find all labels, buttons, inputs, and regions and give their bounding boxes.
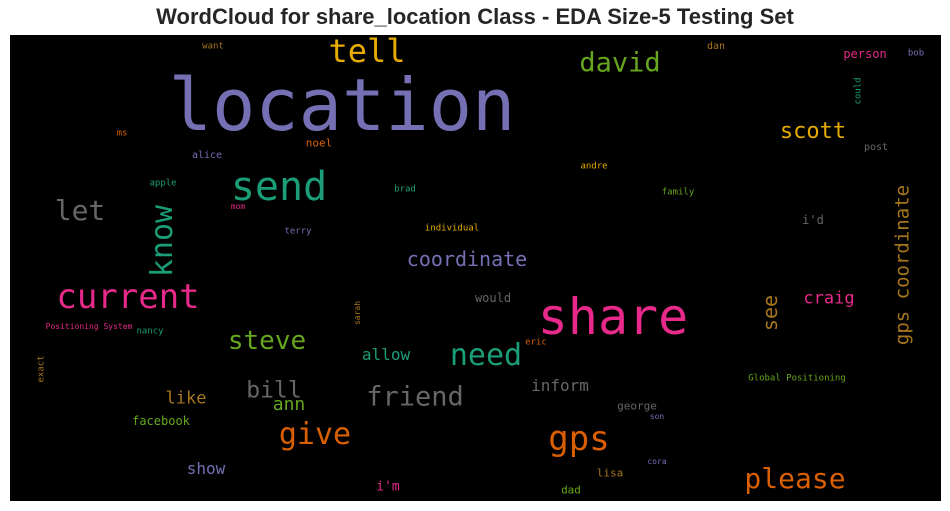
word-give: give (278, 417, 352, 452)
word-please: please (744, 462, 846, 495)
word-send: send (230, 164, 328, 210)
word-george: george (617, 399, 657, 413)
word-person: person (843, 47, 887, 61)
word-location: location (168, 63, 516, 147)
word-terry: terry (284, 226, 312, 237)
word-would: would (474, 291, 512, 305)
word-facebook: facebook (132, 414, 190, 428)
word-want: want (202, 41, 224, 52)
word-see: see (758, 294, 782, 332)
word-individual: individual (424, 223, 480, 234)
word-craig: craig (803, 288, 855, 309)
word-brad: brad (394, 184, 416, 195)
word-let: let (54, 194, 106, 227)
word-i-m: i'm (376, 479, 400, 495)
word-global-positioning: Global Positioning (748, 373, 846, 384)
wordcloud-canvas: location share send current gps tell need know d… (10, 35, 941, 501)
word-share: share (537, 288, 689, 346)
word-alice: alice (191, 150, 223, 161)
chart-title: WordCloud for share_location Class - EDA… (156, 4, 794, 29)
word-like: like (165, 388, 207, 409)
word-mom: mom (230, 202, 246, 211)
word-apple: apple (149, 178, 177, 189)
word-allow: allow (361, 345, 411, 364)
word-bob: bob (907, 48, 925, 59)
word-tell: tell (328, 35, 406, 70)
word-ms: ms (116, 128, 128, 139)
word-could: could (853, 77, 864, 105)
word-family: family (661, 187, 695, 198)
word-current: current (56, 277, 200, 317)
word-know: know (145, 204, 180, 278)
word-lisa: lisa (596, 466, 624, 480)
word-cora: cora (647, 457, 667, 466)
word-andre: andre (580, 161, 608, 172)
word-inform: inform (531, 376, 589, 395)
word-exact: exact (36, 355, 47, 383)
word-david: david (579, 47, 661, 79)
word-friend: friend (366, 381, 464, 413)
word-ann: ann (272, 394, 306, 415)
word-positioning-system: Positioning System (45, 322, 133, 331)
word-show: show (186, 459, 226, 478)
word-steve: steve (227, 326, 307, 356)
word-dan: dan (706, 41, 726, 52)
word-noel: noel (305, 136, 333, 150)
word-gps-coordinate: gps coordinate (891, 184, 914, 346)
word-need: need (449, 338, 523, 373)
word-nancy: nancy (136, 326, 164, 337)
word-son: son (649, 412, 665, 421)
word-dad: dad (561, 483, 581, 497)
word-post: post (863, 142, 889, 153)
word-sarah: sarah (353, 300, 362, 326)
word-eric: eric (525, 337, 547, 348)
word-i-d: i'd (802, 213, 824, 227)
word-bill: bill (246, 377, 302, 404)
word-scott: scott (779, 119, 847, 144)
word-gps: gps (548, 419, 610, 459)
word-coordinate: coordinate (406, 247, 528, 271)
